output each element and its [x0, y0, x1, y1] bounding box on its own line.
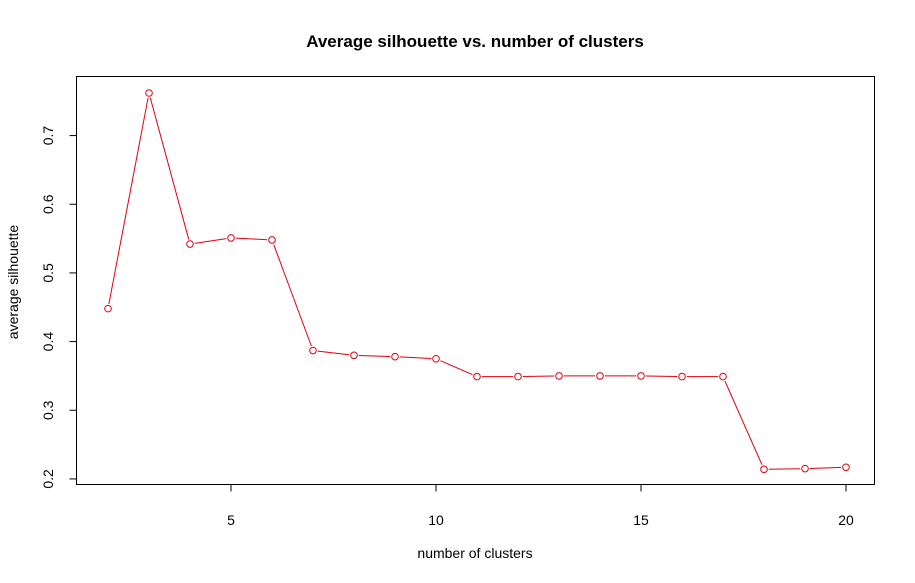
series-segment [108, 97, 149, 305]
y-axis: 0.2 0.3 0.4 0.5 0.6 0.7 [40, 126, 77, 489]
data-point [637, 372, 645, 380]
data-point [514, 372, 522, 381]
data-point [145, 89, 153, 97]
x-tick-label: 20 [838, 512, 854, 528]
data-point [391, 352, 399, 361]
y-tick-label: 0.5 [40, 263, 56, 283]
series-segment [235, 237, 268, 241]
data-point [186, 240, 194, 248]
series-segment [768, 468, 801, 470]
data-point [350, 351, 358, 360]
x-axis: 5 10 15 20 [227, 484, 854, 528]
data-point [473, 372, 481, 381]
series-segment [317, 350, 350, 356]
series-segment [645, 375, 678, 378]
series-segment [522, 375, 555, 378]
data-point [104, 304, 112, 313]
plot-frame [76, 76, 875, 485]
series-segment [724, 380, 763, 466]
series-segment [273, 244, 312, 347]
series-layer [104, 89, 850, 474]
data-point [555, 372, 563, 380]
series-segment [399, 356, 432, 360]
y-tick-label: 0.2 [40, 469, 56, 489]
series-segment [358, 354, 391, 358]
data-point [719, 372, 727, 381]
series-segment [194, 238, 227, 244]
data-point [801, 464, 809, 473]
data-point [760, 465, 768, 474]
data-point [268, 236, 276, 244]
series-segment [809, 466, 842, 469]
data-point [227, 234, 235, 242]
x-tick-label: 5 [227, 512, 235, 528]
x-axis-title: number of clusters [417, 545, 532, 561]
series-segment [440, 360, 473, 376]
y-axis-title: average silhouette [5, 225, 21, 340]
chart-title: Average silhouette vs. number of cluster… [306, 32, 644, 51]
x-tick-label: 10 [428, 512, 444, 528]
data-point [432, 354, 440, 363]
y-tick-label: 0.6 [40, 194, 56, 214]
y-tick-label: 0.4 [40, 332, 56, 352]
data-point [678, 372, 686, 381]
x-tick-label: 15 [633, 512, 649, 528]
series-segment [149, 97, 190, 240]
data-point [309, 346, 317, 355]
y-tick-label: 0.7 [40, 126, 56, 146]
data-point [842, 463, 850, 472]
y-tick-label: 0.3 [40, 400, 56, 420]
data-point [596, 372, 604, 380]
